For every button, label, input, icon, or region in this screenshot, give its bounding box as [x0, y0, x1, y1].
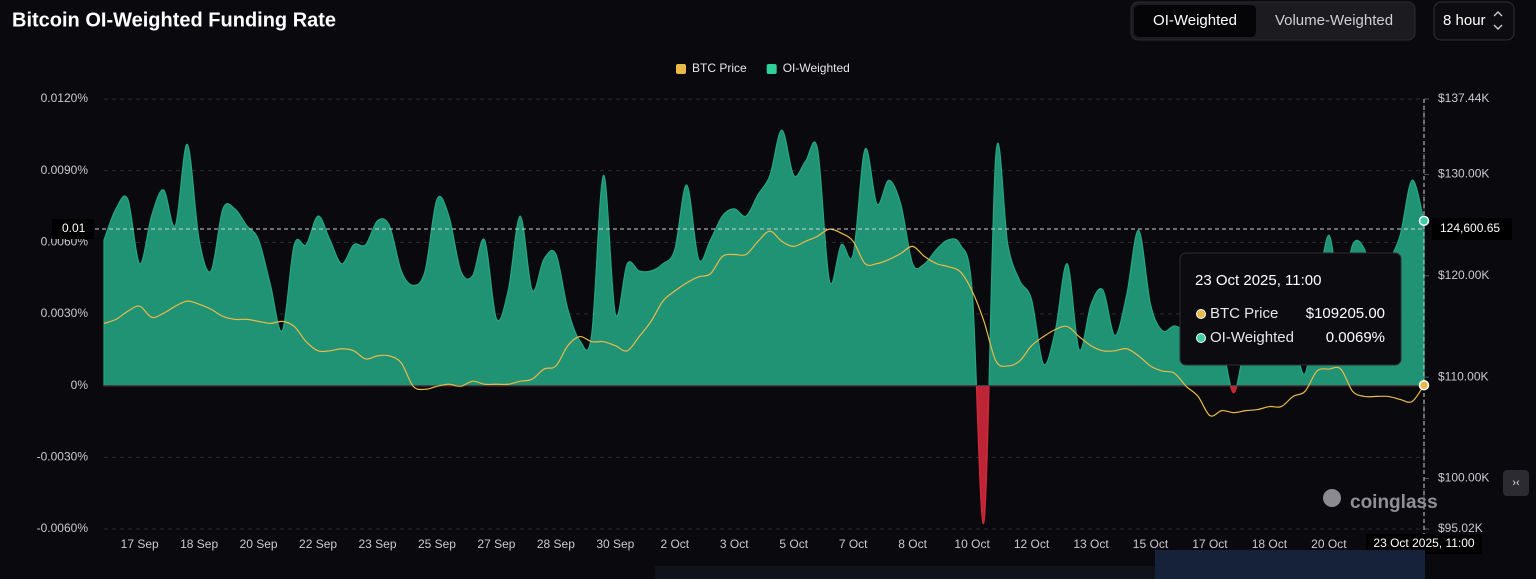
legend-label: OI-Weighted [783, 61, 850, 75]
y2-tick-label: $110.00K [1438, 369, 1489, 383]
watermark: coinglass [1350, 492, 1438, 513]
tooltip-value: $109205.00 [1306, 305, 1385, 322]
x-tick-label: 20 Sep [240, 537, 278, 551]
y2-tick-label: $137.44K [1438, 91, 1489, 105]
price-line [103, 228, 1425, 417]
x-tick-label: 25 Sep [418, 537, 456, 551]
y-tick-label: 0.0120% [41, 91, 89, 105]
tooltip-dot [1196, 333, 1206, 343]
crosshair-left-box [52, 219, 94, 239]
crosshair-x-box [1366, 534, 1482, 554]
watermark-logo [1323, 489, 1341, 507]
legend-swatch [676, 64, 686, 74]
y2-tick-label: $100.00K [1438, 471, 1489, 485]
interval-select[interactable] [1433, 1, 1515, 41]
x-tick-label: 5 Oct [779, 537, 808, 551]
interval-value[interactable]: 8 hour [1443, 12, 1486, 29]
navigator-window [1155, 550, 1425, 579]
x-tick-label: 7 Oct [839, 537, 868, 551]
toggle-oi[interactable]: OI-Weighted [1153, 12, 1237, 29]
hover-point [1418, 379, 1430, 391]
x-tick-label: 27 Sep [477, 537, 515, 551]
y-tick-label: -0.0030% [37, 450, 89, 464]
y-tick-label: -0.0060% [37, 521, 89, 535]
crosshair-right-label: 124,600.65 [1440, 221, 1500, 235]
x-tick-label: 13 Oct [1073, 537, 1109, 551]
x-tick-label: 3 Oct [720, 537, 749, 551]
x-tick-label: 17 Oct [1192, 537, 1228, 551]
side-icon[interactable] [1503, 470, 1529, 496]
x-tick-label: 17 Sep [121, 537, 159, 551]
y2-tick-label: $120.00K [1438, 268, 1489, 282]
x-tick-label: 18 Sep [180, 537, 218, 551]
y2-tick-label: $95.02K [1438, 521, 1483, 535]
x-tick-label: 23 Sep [358, 537, 396, 551]
side-icon-glyph: ›‹ [1512, 477, 1520, 489]
toggle-volume[interactable]: Volume-Weighted [1275, 12, 1393, 29]
plot: -0.0060%-0.0030%0%0.0030%0.0060%0.0090%0… [37, 91, 1512, 554]
x-tick-label: 10 Oct [954, 537, 990, 551]
tooltip-box [1179, 252, 1402, 366]
legend-swatch [766, 64, 777, 74]
tooltip-value: 0.0069% [1326, 329, 1385, 346]
x-tick-label: 18 Oct [1252, 537, 1288, 551]
legend-label: BTC Price [692, 61, 747, 75]
y2-tick-label: $130.00K [1438, 167, 1489, 181]
x-tick-label: 2 Oct [660, 537, 689, 551]
x-tick-label: 28 Sep [537, 537, 575, 551]
crosshair-left-label: 0.01 [62, 221, 86, 235]
x-tick-label: 30 Sep [596, 537, 634, 551]
tooltip: 23 Oct 2025, 11:00 BTC Price $109205.00 OI-… [1179, 252, 1402, 366]
tooltip-name: BTC Price [1210, 305, 1278, 322]
x-tick-label: 22 Sep [299, 537, 337, 551]
crosshair-x-label: 23 Oct 2025, 11:00 [1373, 536, 1475, 550]
page-title: Bitcoin OI-Weighted Funding Rate [12, 9, 336, 31]
toggle-active-bg [1134, 5, 1256, 37]
x-tick-label: 15 Oct [1133, 537, 1169, 551]
tooltip-title: 23 Oct 2025, 11:00 [1195, 272, 1321, 289]
y-tick-label: 0.0030% [41, 306, 89, 320]
tooltip-dot [1196, 309, 1206, 319]
navigator [655, 566, 1155, 579]
x-tick-label: 20 Oct [1311, 537, 1347, 551]
select-caret [1493, 11, 1503, 30]
x-tick-label: 12 Oct [1014, 537, 1050, 551]
tooltip-name: OI-Weighted [1210, 329, 1294, 346]
x-tick-label: 8 Oct [898, 537, 927, 551]
hover-point [1418, 215, 1430, 227]
y-tick-label: 0.0090% [41, 163, 89, 177]
y-tick-label: 0% [71, 378, 89, 392]
crosshair-right-box [1432, 218, 1512, 240]
